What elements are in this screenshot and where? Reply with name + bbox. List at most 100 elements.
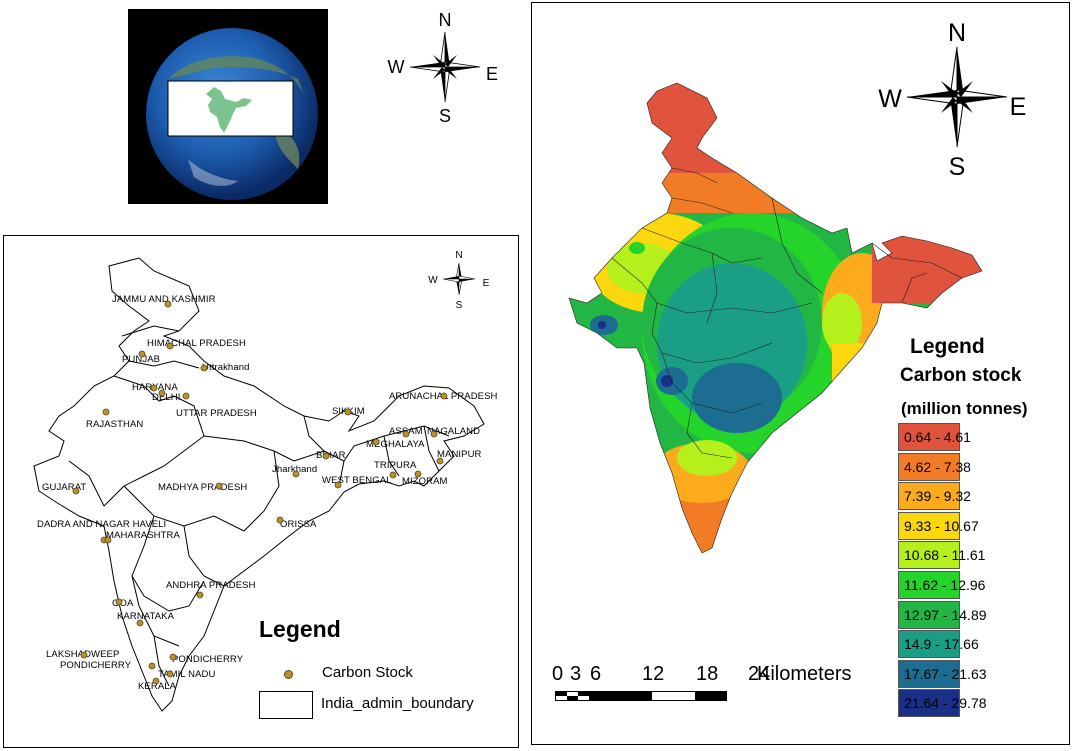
legend-class-row: 11.62 - 12.96 [898, 571, 1058, 599]
compass-w: W [388, 57, 405, 77]
scale-tick-label: 12 [642, 663, 665, 685]
state-label: JAMMU AND KASHMIR [112, 294, 216, 305]
legend-label-admin-boundary: India_admin_boundary [321, 695, 474, 712]
globe-graphic [146, 28, 318, 200]
state-label: MIZORAM [402, 476, 448, 487]
legend-swatch [898, 571, 960, 599]
legend-class-row: 21.64 - 29.78 [898, 689, 1058, 718]
state-label: PONDICHERRY [172, 654, 244, 665]
state-label: GUJARAT [42, 482, 87, 493]
legend-swatch [898, 659, 960, 688]
legend-swatch [898, 689, 960, 718]
legend-class-label: 4.62 - 7.38 [904, 458, 971, 475]
india-silhouette [206, 87, 252, 133]
legend-swatch [898, 630, 960, 659]
state-label: KERALA [138, 681, 177, 692]
left-map-panel: N S W E JAMMU AND KASHMIR HIMACHAL PRADES… [3, 235, 519, 748]
right-legend-subtitle: Carbon stock [900, 365, 1022, 386]
state-label: MANIPUR [437, 449, 482, 460]
scale-bar-graphic [555, 691, 727, 701]
compass-rose-small-icon: N S W E [428, 250, 490, 311]
compass-n-small: N [455, 250, 462, 261]
state-label: MADHYA PRADESH [158, 482, 248, 493]
compass-e-large: E [1010, 93, 1027, 121]
state-label: SIKKIM [332, 406, 365, 417]
state-label: ORISSA [280, 519, 317, 530]
legend-item-carbon-stock: Carbon Stock [282, 664, 502, 684]
legend-class-row: 14.9 - 17.66 [898, 630, 1058, 659]
compass-s: S [439, 106, 451, 126]
legend-class-row: 10.68 - 11.61 [898, 541, 1058, 570]
compass-e-small: E [483, 278, 490, 289]
india-admin-map [33, 257, 485, 712]
compass-n: N [439, 10, 452, 30]
state-label: KARNATAKA [117, 611, 175, 622]
scale-tick-label: 24 [748, 663, 771, 685]
state-label: NAGALAND [427, 426, 481, 437]
legend-class-label: 7.39 - 9.32 [904, 488, 971, 505]
scale-tick-label: 6 [590, 663, 602, 685]
legend-swatch [898, 541, 960, 570]
legend-class-row: 0.64 - 4.61 [898, 423, 1058, 451]
compass-rose-large-icon: N S W E [878, 19, 1027, 181]
scale-bar: 0 3 6 12 18 24 Kilometers [552, 658, 872, 713]
carbon-stock-point-icon [284, 670, 293, 679]
left-legend-title: Legend [259, 616, 341, 642]
state-label: DELHI [152, 392, 181, 403]
legend-class-label: 11.62 - 12.96 [904, 577, 986, 593]
state-label: DADRA AND NAGAR HAVELI [37, 519, 167, 530]
legend-swatch [898, 600, 960, 629]
scale-tick-label: 0 [552, 663, 564, 685]
globe-inset [128, 9, 328, 204]
state-label: BIHAR [316, 450, 346, 461]
right-legend-title: Legend [910, 335, 985, 358]
compass-s-large: S [949, 153, 966, 181]
legend-class-label: 12.97 - 14.89 [904, 606, 987, 623]
legend-class-label: 17.67 - 21.63 [904, 665, 987, 682]
legend-class-label: 0.64 - 4.61 [904, 429, 971, 445]
legend-class-row: 4.62 - 7.38 [898, 452, 1058, 481]
legend-class-label: 14.9 - 17.66 [904, 636, 979, 653]
legend-swatch [898, 482, 960, 511]
state-label: ARUNACHAL PRADESH [389, 391, 498, 402]
legend-swatch [898, 423, 960, 451]
compass-w-small: W [428, 275, 438, 286]
legend-class-row: 9.33 - 10.67 [898, 511, 1058, 540]
legend-swatch [898, 452, 960, 481]
state-label: TRIPURA [374, 460, 417, 471]
state-label: ASSAM [389, 426, 423, 437]
scale-tick-label: 18 [696, 663, 719, 685]
compass-e: E [486, 64, 498, 84]
compass-s-small: S [456, 300, 463, 311]
state-label: MAHARASHTRA [106, 530, 180, 541]
state-label: WEST BENGAL [322, 475, 392, 486]
legend-class-row: 12.97 - 14.89 [898, 600, 1058, 629]
compass-right-map: N S W E [872, 17, 1032, 182]
legend-class-label: 21.64 - 29.78 [904, 695, 987, 712]
admin-boundary-swatch-icon [259, 691, 313, 719]
state-label: PONDICHERRY [60, 660, 132, 671]
state-label: RAJASTHAN [86, 419, 144, 430]
legend-class-label: 9.33 - 10.67 [904, 517, 979, 534]
state-label: MEGHALAYA [366, 439, 425, 450]
state-label: HIMACHAL PRADESH [147, 338, 246, 349]
state-label: LAKSHADWEEP [46, 649, 120, 660]
legend-item-admin-boundary: India_admin_boundary [259, 691, 514, 719]
legend-class-row: 17.67 - 21.63 [898, 659, 1058, 688]
compass-n-large: N [948, 19, 966, 47]
state-label: Jharkhand [272, 464, 318, 475]
legend-swatch [898, 511, 960, 540]
legend-class-row: 7.39 - 9.32 [898, 482, 1058, 511]
state-label: UTTAR PRADESH [176, 408, 257, 419]
compass-rose-icon: N S W E [388, 10, 499, 126]
scale-tick-label: 3 [570, 663, 582, 685]
compass-left-map: N S W E [424, 246, 494, 316]
state-label: ANDHRA PRADESH [166, 580, 256, 591]
state-label: TAMIL NADU [158, 669, 216, 680]
state-label: PUNJAB [122, 354, 161, 365]
compass-top-left: N S W E [380, 8, 500, 128]
compass-w-large: W [878, 85, 902, 113]
legend-label-carbon-stock: Carbon Stock [322, 664, 413, 681]
scale-bar-unit: Kilometers [757, 663, 852, 685]
right-legend-unit: (million tonnes) [901, 399, 1028, 418]
